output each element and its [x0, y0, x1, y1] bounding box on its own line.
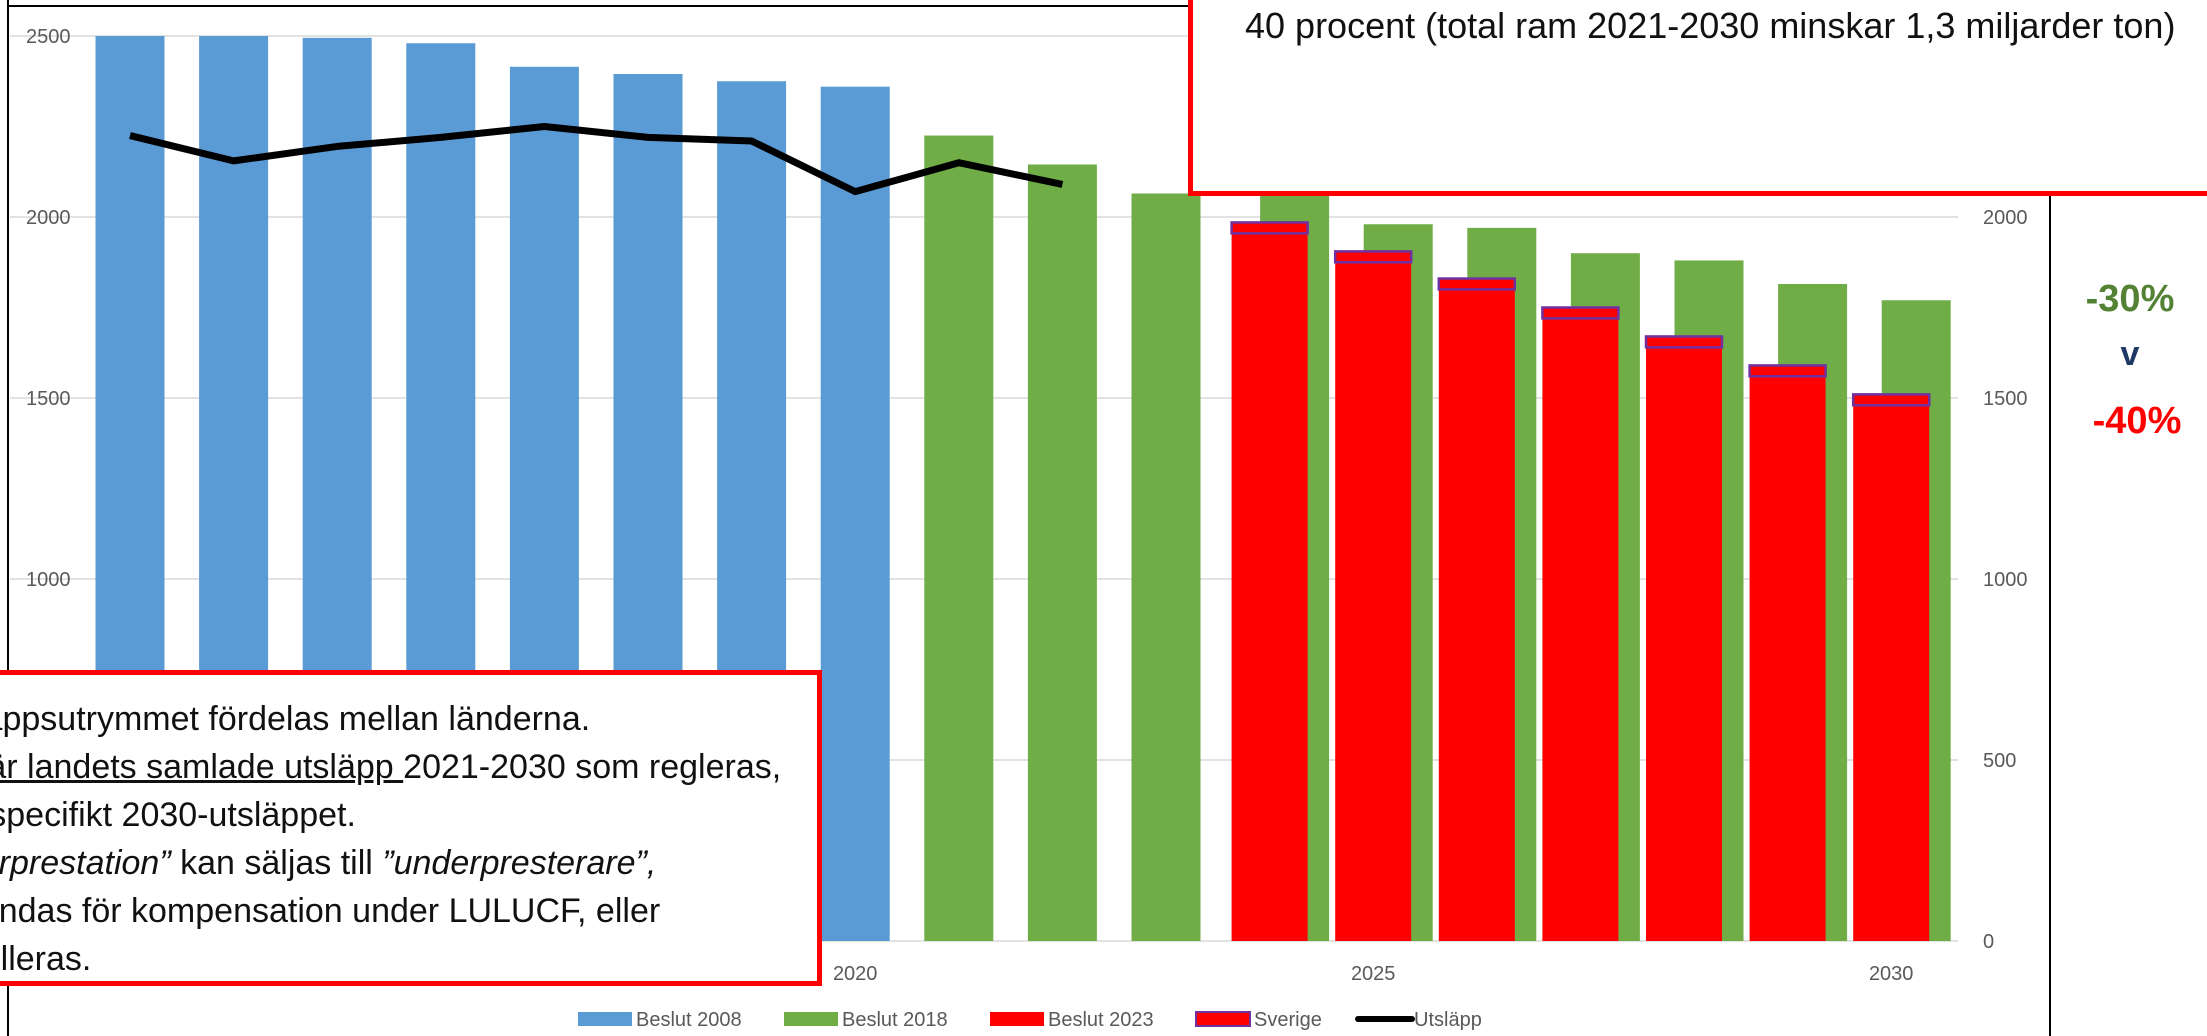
- x-tick-label: 2020: [833, 963, 878, 985]
- bar-beslut-2018: [1131, 193, 1201, 942]
- bar-beslut-2018: [1027, 164, 1097, 941]
- legend-label: Beslut 2008: [636, 1009, 742, 1031]
- callout-line-4: ”Överprestation” kan säljas till ”underp…: [0, 839, 781, 887]
- y-right-tick-label: 1000: [1983, 569, 2028, 591]
- bar-beslut-2023: [1438, 278, 1515, 941]
- callout-line-3: inte specifikt 2030-utsläppet.: [0, 796, 356, 834]
- bar-beslut-2023: [1853, 394, 1930, 941]
- legend-swatch: [990, 1012, 1044, 1026]
- legend-label: Utsläpp: [1414, 1009, 1482, 1031]
- callout-line-2-rest: 2021-2030 som regleras,: [403, 748, 782, 786]
- bar-beslut-2023: [1749, 365, 1826, 941]
- legend-label: Sverige: [1254, 1009, 1322, 1031]
- callout-line-4-italic-a: ”Överprestation”: [0, 844, 171, 882]
- callout-line-5: användas för kompensation under LULUCF, …: [0, 892, 661, 930]
- callout-line-4-italic-b: ”underpresterare”,: [382, 844, 657, 882]
- bar-sverige: [1437, 277, 1517, 291]
- x-tick-label: 2025: [1351, 963, 1396, 985]
- bar-beslut-2018: [924, 135, 994, 942]
- bar-beslut-2023: [1542, 307, 1619, 941]
- callout-bottom: Utsläppsutrymmet fördelas mellan ländern…: [0, 670, 822, 986]
- y-left-tick-label: 2500: [26, 26, 71, 48]
- callout-line-6: annulleras.: [0, 940, 92, 978]
- y-left-tick-label: 2000: [26, 207, 71, 229]
- bar-sverige: [1333, 250, 1413, 264]
- y-right-tick-label: 500: [1983, 750, 2016, 772]
- y-right-tick-label: 2000: [1983, 207, 2028, 229]
- legend-label: Beslut 2018: [842, 1009, 948, 1031]
- emissions-line: [129, 123, 1064, 196]
- line-utslapp: [129, 123, 1064, 196]
- bar-sverige: [1748, 364, 1827, 378]
- bar-sverige: [1644, 335, 1724, 349]
- legend-swatch: [1195, 1011, 1251, 1027]
- callout-line-2: Det är landets samlade utsläpp 2021-2030…: [0, 743, 781, 791]
- bar-beslut-2023: [1231, 222, 1308, 941]
- callout-top-text: 40 procent (total ram 2021-2030 minskar …: [1245, 5, 2176, 46]
- legend: Beslut 2008 Beslut 2018 Beslut 2023 Sverige…: [578, 1009, 1482, 1031]
- callout-top: 40 procent (total ram 2021-2030 minskar …: [1188, 0, 2207, 196]
- y-right-tick-label: 1500: [1983, 388, 2028, 410]
- y-left-tick-label: 1000: [26, 569, 71, 591]
- legend-swatch: [578, 1012, 632, 1026]
- legend-swatch: [784, 1012, 838, 1026]
- y-left-tick-label: 1500: [26, 388, 71, 410]
- x-tick-label: 2030: [1869, 963, 1914, 985]
- reduction-40-label: -40%: [2092, 400, 2182, 442]
- bar-beslut-2023: [1335, 251, 1412, 941]
- callout-line-1: Utsläppsutrymmet fördelas mellan ländern…: [0, 700, 591, 738]
- reduction-30-label: -30%: [2085, 278, 2175, 320]
- bar-beslut-2023: [1646, 336, 1722, 942]
- bar-sverige: [1230, 221, 1309, 235]
- axis-labels: 2500 2000 1500 1000 2000 1500 1000 500 0 2020 2025…: [26, 26, 2028, 985]
- bar-sverige: [1851, 393, 1931, 407]
- bar-sverige: [1541, 306, 1620, 320]
- bar-beslut-2008: [820, 86, 890, 942]
- callout-bottom-text: Utsläppsutrymmet fördelas mellan ländern…: [0, 695, 781, 981]
- versus-label: v: [2120, 335, 2140, 373]
- callout-line-2-underlined: Det är landets samlade utsläpp: [0, 748, 394, 786]
- callout-line-4-mid: kan säljas till: [170, 844, 383, 882]
- y-right-tick-label: 0: [1983, 931, 1994, 953]
- legend-label: Beslut 2023: [1048, 1009, 1154, 1031]
